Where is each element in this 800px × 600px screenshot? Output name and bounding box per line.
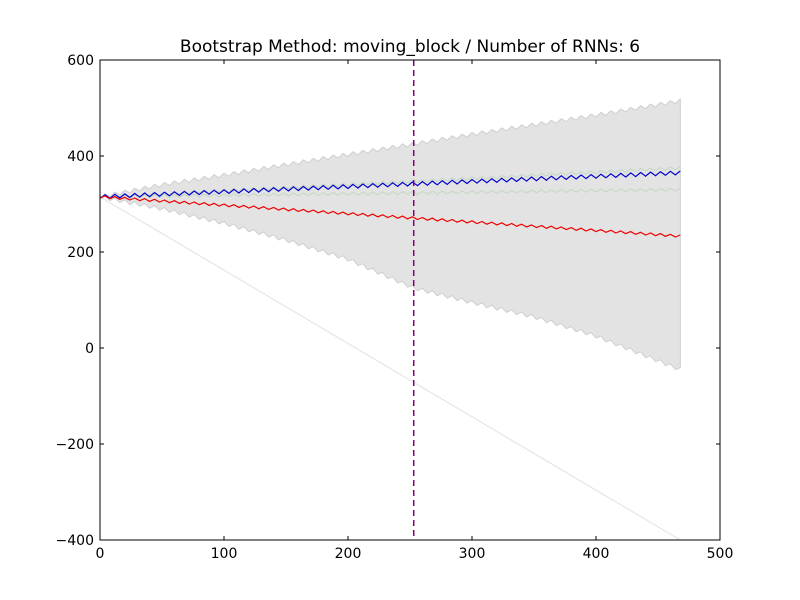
x-tick-label: 500 <box>707 546 734 562</box>
series-line-1 <box>99 195 681 238</box>
series-line-0 <box>99 170 681 200</box>
y-tick-label: 200 <box>67 245 94 261</box>
y-tick-label: −200 <box>56 437 94 453</box>
x-tick-label: 200 <box>335 546 362 562</box>
plot-area <box>99 60 681 541</box>
faint-line-1 <box>99 187 681 199</box>
axes: 0 100 200 300 400 500 −400 −200 0 200 400 600 <box>56 53 734 562</box>
x-tick-label: 400 <box>583 546 610 562</box>
x-tick-label: 100 <box>211 546 238 562</box>
confidence-band <box>99 97 681 371</box>
y-tick-label: 600 <box>67 53 94 69</box>
x-tick-label: 0 <box>96 546 105 562</box>
plot-frame <box>99 59 721 541</box>
chart-title: Bootstrap Method: moving_block / Number … <box>180 37 640 57</box>
y-tick-label: 0 <box>85 341 94 357</box>
x-tick-label: 300 <box>459 546 486 562</box>
faint-line-2 <box>99 196 681 541</box>
y-tick-label: −400 <box>56 533 94 549</box>
faint-line-0 <box>99 166 681 199</box>
y-tick-label: 400 <box>67 149 94 165</box>
